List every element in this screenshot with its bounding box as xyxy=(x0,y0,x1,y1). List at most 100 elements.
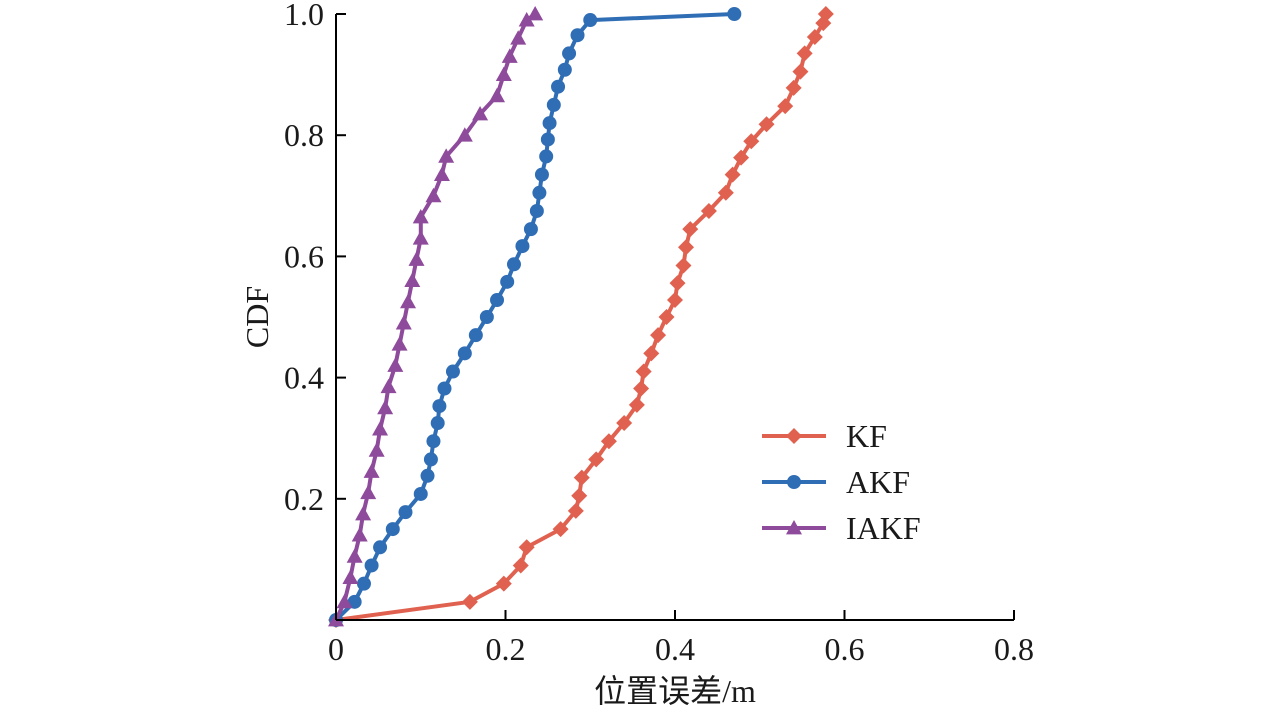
data-point-kf xyxy=(792,63,809,80)
data-point-akf xyxy=(557,62,572,77)
data-point-iakf xyxy=(363,463,380,478)
x-axis-title: 位置误差/m xyxy=(594,673,756,709)
data-point-akf xyxy=(727,7,742,21)
data-point-iakf xyxy=(518,12,535,27)
data-point-akf xyxy=(542,116,557,131)
data-point-iakf xyxy=(391,336,408,351)
data-point-iakf xyxy=(377,399,394,415)
data-point-akf xyxy=(420,468,435,483)
data-point-iakf xyxy=(368,442,385,457)
data-point-akf xyxy=(430,416,445,431)
data-point-iakf xyxy=(395,315,412,330)
series-iakf xyxy=(328,6,544,627)
data-point-akf xyxy=(437,381,452,396)
data-point-kf xyxy=(717,184,734,201)
data-point-akf xyxy=(529,203,544,218)
data-point-iakf xyxy=(510,30,527,45)
data-point-iakf xyxy=(501,48,518,63)
x-tick-label: 0 xyxy=(328,631,344,667)
data-point-kf xyxy=(571,487,588,504)
series-line-kf xyxy=(335,13,828,622)
data-point-iakf xyxy=(404,272,421,288)
data-point-kf xyxy=(806,29,823,46)
data-point-iakf xyxy=(527,6,544,21)
data-point-kf xyxy=(461,593,478,610)
legend-marker-kf xyxy=(786,428,802,444)
data-point-iakf xyxy=(336,593,353,609)
data-point-kf xyxy=(518,539,535,556)
data-point-iakf xyxy=(360,484,377,500)
data-point-akf xyxy=(356,576,371,591)
data-point-akf xyxy=(347,594,362,609)
data-point-akf xyxy=(426,434,441,449)
data-point-kf xyxy=(650,327,667,344)
data-point-kf xyxy=(758,116,775,133)
data-point-kf xyxy=(635,363,652,380)
data-point-akf xyxy=(500,274,515,289)
legend-label-iakf: IAKF xyxy=(846,510,921,546)
data-point-akf xyxy=(423,452,438,467)
data-point-kf xyxy=(573,469,590,486)
data-point-iakf xyxy=(433,166,450,181)
data-point-kf xyxy=(796,45,813,62)
data-point-akf xyxy=(583,13,598,28)
data-point-akf xyxy=(490,293,505,308)
data-point-kf xyxy=(817,6,834,22)
data-point-akf xyxy=(551,79,566,94)
y-tick-label: 0.4 xyxy=(284,360,324,396)
x-axis-ticks: 0 0.2 0.4 0.6 0.8 xyxy=(328,610,1034,667)
legend-marker-akf xyxy=(787,475,801,489)
data-point-akf xyxy=(398,505,413,520)
data-point-iakf xyxy=(387,357,404,372)
data-point-kf xyxy=(512,557,529,574)
x-tick-label: 0.2 xyxy=(486,631,526,667)
y-axis-title: CDF xyxy=(239,286,275,348)
legend-label-kf: KF xyxy=(846,418,887,454)
legend-label-akf: AKF xyxy=(846,464,910,500)
data-point-iakf xyxy=(425,187,442,203)
data-point-iakf xyxy=(495,66,512,81)
data-point-iakf xyxy=(489,87,506,103)
data-point-akf xyxy=(539,149,554,164)
legend-item-iakf: IAKF xyxy=(762,510,921,546)
data-point-kf xyxy=(628,396,645,413)
data-point-iakf xyxy=(372,421,389,436)
data-point-kf xyxy=(675,257,692,274)
data-point-akf xyxy=(479,310,494,324)
x-tick-label: 0.8 xyxy=(994,631,1034,667)
data-point-akf xyxy=(562,46,577,61)
data-point-akf xyxy=(570,28,585,43)
legend: KF AKF IAKF xyxy=(762,418,921,546)
data-point-akf xyxy=(385,522,400,537)
data-point-kf xyxy=(733,149,750,166)
data-point-iakf xyxy=(408,251,425,266)
data-point-iakf xyxy=(472,105,489,121)
series-kf xyxy=(328,6,834,628)
data-point-akf xyxy=(445,364,460,379)
data-point-akf xyxy=(413,486,428,501)
data-point-kf xyxy=(667,292,683,309)
data-point-kf xyxy=(678,239,695,256)
legend-marker-iakf xyxy=(786,520,802,535)
data-point-akf xyxy=(373,540,388,555)
y-tick-label: 0.8 xyxy=(284,117,324,153)
x-tick-label: 0.6 xyxy=(825,631,865,667)
data-point-iakf xyxy=(342,569,359,584)
series-line-iakf xyxy=(334,12,537,621)
y-tick-label: 1.0 xyxy=(284,0,324,32)
series-akf xyxy=(329,7,742,627)
series-layer xyxy=(328,6,834,628)
data-point-kf xyxy=(785,79,802,96)
data-point-akf xyxy=(457,346,472,361)
data-point-iakf xyxy=(412,209,429,224)
data-point-akf xyxy=(364,558,379,573)
data-point-kf xyxy=(682,221,699,238)
data-point-kf xyxy=(567,502,584,519)
data-point-kf xyxy=(616,415,633,432)
data-point-akf xyxy=(546,97,561,112)
data-point-iakf xyxy=(346,548,363,563)
data-point-kf xyxy=(588,451,605,468)
y-axis-ticks: 0.2 0.4 0.6 0.8 1.0 xyxy=(284,0,346,517)
y-tick-label: 0.2 xyxy=(284,481,324,517)
